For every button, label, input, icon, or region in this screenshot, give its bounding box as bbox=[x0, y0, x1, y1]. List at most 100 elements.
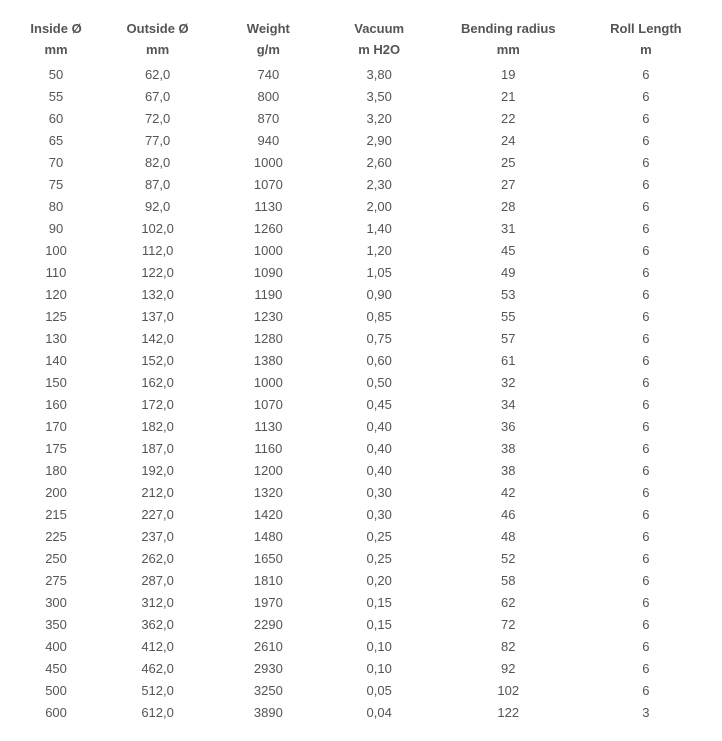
table-row: 6577,09402,90246 bbox=[10, 129, 710, 151]
table-cell: 110 bbox=[10, 261, 102, 283]
table-cell: 512,0 bbox=[102, 679, 213, 701]
table-row: 7082,010002,60256 bbox=[10, 151, 710, 173]
table-cell: 61 bbox=[435, 349, 582, 371]
table-cell: 2,90 bbox=[324, 129, 435, 151]
table-row: 250262,016500,25526 bbox=[10, 547, 710, 569]
table-cell: 1230 bbox=[213, 305, 323, 327]
table-cell: 60 bbox=[10, 107, 102, 129]
table-cell: 122 bbox=[435, 701, 582, 723]
table-cell: 53 bbox=[435, 283, 582, 305]
table-cell: 0,40 bbox=[324, 415, 435, 437]
col-header-inside: Inside Ø bbox=[10, 18, 102, 39]
table-cell: 800 bbox=[213, 85, 323, 107]
table-cell: 172,0 bbox=[102, 393, 213, 415]
table-row: 130142,012800,75576 bbox=[10, 327, 710, 349]
table-cell: 1070 bbox=[213, 393, 323, 415]
table-cell: 122,0 bbox=[102, 261, 213, 283]
col-unit-bending: mm bbox=[435, 39, 582, 63]
table-body: 5062,07403,801965567,08003,502166072,087… bbox=[10, 63, 710, 723]
table-cell: 312,0 bbox=[102, 591, 213, 613]
table-cell: 1320 bbox=[213, 481, 323, 503]
table-cell: 72 bbox=[435, 613, 582, 635]
col-unit-outside: mm bbox=[102, 39, 213, 63]
table-cell: 6 bbox=[582, 239, 710, 261]
table-cell: 3890 bbox=[213, 701, 323, 723]
table-cell: 3250 bbox=[213, 679, 323, 701]
table-cell: 77,0 bbox=[102, 129, 213, 151]
table-cell: 52 bbox=[435, 547, 582, 569]
table-cell: 125 bbox=[10, 305, 102, 327]
table-row: 140152,013800,60616 bbox=[10, 349, 710, 371]
table-cell: 215 bbox=[10, 503, 102, 525]
table-cell: 2,60 bbox=[324, 151, 435, 173]
table-row: 8092,011302,00286 bbox=[10, 195, 710, 217]
table-row: 500512,032500,051026 bbox=[10, 679, 710, 701]
table-cell: 152,0 bbox=[102, 349, 213, 371]
table-cell: 1190 bbox=[213, 283, 323, 305]
table-cell: 87,0 bbox=[102, 173, 213, 195]
table-cell: 6 bbox=[582, 481, 710, 503]
table-cell: 1260 bbox=[213, 217, 323, 239]
table-cell: 2610 bbox=[213, 635, 323, 657]
table-cell: 25 bbox=[435, 151, 582, 173]
table-cell: 130 bbox=[10, 327, 102, 349]
table-cell: 175 bbox=[10, 437, 102, 459]
table-cell: 6 bbox=[582, 459, 710, 481]
col-header-weight: Weight bbox=[213, 18, 323, 39]
table-cell: 0,75 bbox=[324, 327, 435, 349]
table-cell: 462,0 bbox=[102, 657, 213, 679]
table-cell: 0,10 bbox=[324, 657, 435, 679]
table-cell: 6 bbox=[582, 327, 710, 349]
table-cell: 92,0 bbox=[102, 195, 213, 217]
table-cell: 65 bbox=[10, 129, 102, 151]
col-unit-inside: mm bbox=[10, 39, 102, 63]
table-cell: 1130 bbox=[213, 195, 323, 217]
table-cell: 2290 bbox=[213, 613, 323, 635]
table-cell: 6 bbox=[582, 151, 710, 173]
table-cell: 42 bbox=[435, 481, 582, 503]
table-row: 200212,013200,30426 bbox=[10, 481, 710, 503]
table-cell: 21 bbox=[435, 85, 582, 107]
table-cell: 22 bbox=[435, 107, 582, 129]
table-cell: 0,45 bbox=[324, 393, 435, 415]
table-cell: 82,0 bbox=[102, 151, 213, 173]
table-row: 125137,012300,85556 bbox=[10, 305, 710, 327]
table-cell: 142,0 bbox=[102, 327, 213, 349]
table-cell: 72,0 bbox=[102, 107, 213, 129]
table-cell: 1000 bbox=[213, 151, 323, 173]
table-row: 5062,07403,80196 bbox=[10, 63, 710, 85]
table-cell: 300 bbox=[10, 591, 102, 613]
table-cell: 67,0 bbox=[102, 85, 213, 107]
table-cell: 6 bbox=[582, 569, 710, 591]
table-cell: 6 bbox=[582, 173, 710, 195]
table-cell: 162,0 bbox=[102, 371, 213, 393]
table-cell: 200 bbox=[10, 481, 102, 503]
table-cell: 1160 bbox=[213, 437, 323, 459]
table-cell: 350 bbox=[10, 613, 102, 635]
table-cell: 6 bbox=[582, 63, 710, 85]
table-cell: 6 bbox=[582, 679, 710, 701]
table-cell: 2930 bbox=[213, 657, 323, 679]
table-cell: 0,60 bbox=[324, 349, 435, 371]
table-cell: 6 bbox=[582, 547, 710, 569]
table-cell: 6 bbox=[582, 195, 710, 217]
table-cell: 70 bbox=[10, 151, 102, 173]
table-cell: 45 bbox=[435, 239, 582, 261]
table-cell: 102,0 bbox=[102, 217, 213, 239]
table-cell: 0,85 bbox=[324, 305, 435, 327]
table-cell: 36 bbox=[435, 415, 582, 437]
table-cell: 3 bbox=[582, 701, 710, 723]
table-cell: 870 bbox=[213, 107, 323, 129]
spec-table: Inside Ø Outside Ø Weight Vacuum Bending… bbox=[10, 18, 710, 723]
table-cell: 180 bbox=[10, 459, 102, 481]
table-cell: 50 bbox=[10, 63, 102, 85]
table-cell: 237,0 bbox=[102, 525, 213, 547]
table-cell: 0,40 bbox=[324, 437, 435, 459]
table-cell: 1420 bbox=[213, 503, 323, 525]
table-cell: 1000 bbox=[213, 239, 323, 261]
table-cell: 0,30 bbox=[324, 481, 435, 503]
table-cell: 1480 bbox=[213, 525, 323, 547]
table-cell: 34 bbox=[435, 393, 582, 415]
table-cell: 0,05 bbox=[324, 679, 435, 701]
table-cell: 1090 bbox=[213, 261, 323, 283]
